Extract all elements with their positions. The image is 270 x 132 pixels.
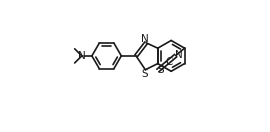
Text: C: C [166, 57, 173, 67]
Text: N: N [78, 51, 86, 61]
Text: S: S [141, 69, 148, 79]
Text: N: N [141, 34, 149, 44]
Text: S: S [157, 65, 164, 76]
Text: N: N [174, 50, 182, 60]
